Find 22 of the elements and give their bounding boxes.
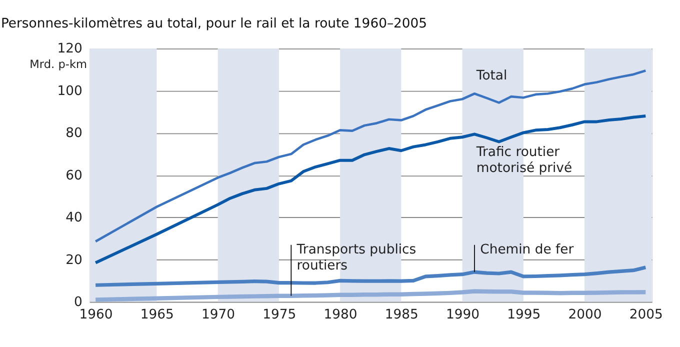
y-tick-label: 120 xyxy=(57,42,82,57)
x-tick-label: 1965 xyxy=(140,307,174,322)
line-series xyxy=(94,69,647,243)
y-tick-label: 20 xyxy=(66,252,82,268)
x-tick-label: 1975 xyxy=(262,307,296,322)
series-label: Chemin de fer xyxy=(480,242,574,258)
y-axis-title: Mrd. p-km xyxy=(30,58,88,71)
chart-title: Personnes-kilomètres au total, pour le rail et la route 1960–2005 xyxy=(0,16,428,32)
y-tick-label: 100 xyxy=(57,84,82,99)
x-tick-label: 1970 xyxy=(202,307,236,322)
y-tick-label: 80 xyxy=(66,126,82,142)
series-label: Transports publics routiers xyxy=(296,242,416,274)
x-tick-label: 1985 xyxy=(384,307,418,322)
y-tick-label: 40 xyxy=(66,210,82,226)
x-tick-label: 1995 xyxy=(507,307,541,322)
series-label: Trafic routier motorisé privé xyxy=(475,144,572,176)
x-tick-label: 1990 xyxy=(446,307,480,322)
x-tick-label: 1980 xyxy=(324,307,358,322)
x-tick-label: 2000 xyxy=(568,307,602,322)
y-tick-label: 60 xyxy=(66,168,82,184)
series-label: Total xyxy=(475,68,508,84)
x-tick-label: 2005 xyxy=(629,307,663,322)
